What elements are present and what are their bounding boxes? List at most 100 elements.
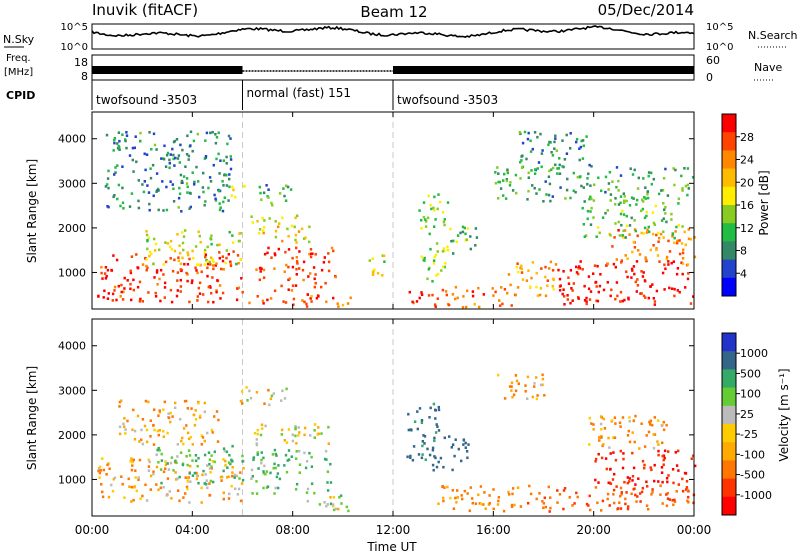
data-cell [619, 212, 623, 216]
data-cell [234, 487, 237, 491]
data-cell [326, 503, 329, 506]
data-cell [683, 230, 686, 234]
data-cell [660, 471, 664, 474]
data-cell [188, 207, 191, 210]
data-cell [153, 249, 157, 252]
data-cell [262, 231, 265, 235]
data-cell [635, 203, 638, 206]
data-cell [215, 157, 218, 161]
data-cell [169, 411, 172, 415]
data-cell [179, 290, 182, 293]
data-cell [637, 176, 640, 180]
data-cell [590, 206, 593, 210]
data-cell [456, 489, 459, 492]
data-cell [237, 487, 241, 491]
data-cell [186, 407, 189, 410]
data-cell [492, 294, 495, 297]
data-cell [465, 305, 468, 309]
data-cell [216, 440, 220, 443]
data-cell [107, 169, 110, 173]
data-cell [290, 455, 293, 458]
data-cell [169, 153, 172, 156]
data-cell [175, 461, 178, 465]
data-cell [260, 423, 264, 427]
colorbar-swatch [722, 387, 736, 407]
nave-tick-top: 60 [706, 54, 720, 67]
data-cell [494, 171, 497, 174]
data-cell [588, 494, 591, 498]
data-cell [229, 158, 233, 161]
data-cell [650, 468, 653, 472]
data-cell [219, 475, 223, 479]
data-cell [305, 460, 309, 463]
data-cell [150, 252, 153, 256]
data-cell [188, 472, 191, 475]
data-cell [221, 255, 224, 258]
data-cell [526, 375, 530, 379]
data-cell [650, 182, 653, 186]
data-cell [653, 479, 656, 483]
data-cell [334, 507, 338, 511]
data-cell [620, 493, 623, 496]
data-cell [221, 259, 225, 263]
data-cell [182, 248, 185, 252]
data-cell [622, 236, 625, 240]
data-cell [675, 272, 679, 276]
data-cell [460, 494, 463, 497]
data-cell [130, 460, 134, 464]
data-cell [162, 470, 166, 474]
data-cell [551, 269, 555, 272]
data-cell [248, 301, 251, 305]
data-cell [129, 282, 132, 286]
colorbar-swatch [722, 150, 736, 170]
data-cell [262, 302, 265, 305]
data-cell [420, 291, 423, 294]
data-cell [113, 137, 117, 140]
data-cell [409, 428, 413, 431]
data-cell [132, 170, 135, 173]
colorbar-frame [721, 332, 737, 516]
data-cell [415, 300, 419, 303]
data-cell [585, 135, 588, 138]
data-cell [607, 182, 611, 185]
data-cell [666, 497, 670, 500]
data-cell [181, 148, 184, 152]
data-cell [571, 504, 574, 507]
nsearch-tick-top: 10^5 [706, 22, 733, 33]
data-cell [443, 265, 446, 269]
data-cell [121, 298, 125, 301]
data-cell [644, 186, 647, 189]
data-cell [131, 158, 134, 162]
data-cell [565, 188, 569, 192]
data-cell [227, 461, 231, 464]
data-cell [101, 495, 105, 499]
data-cell [273, 252, 276, 255]
data-cell [270, 394, 274, 398]
data-cell [131, 464, 134, 467]
data-cell [242, 467, 245, 470]
data-cell [471, 501, 474, 505]
data-cell [640, 490, 644, 494]
data-cell [129, 269, 132, 273]
data-cell [636, 187, 640, 190]
data-cell [198, 234, 201, 238]
data-cell [174, 401, 177, 405]
data-cell [547, 143, 550, 147]
data-cell [544, 180, 547, 183]
data-cell [103, 272, 107, 275]
data-cell [197, 401, 200, 405]
data-cell [294, 238, 297, 242]
data-cell [539, 287, 543, 290]
data-cell [423, 435, 427, 438]
data-cell [298, 267, 301, 270]
data-cell [509, 283, 512, 287]
data-cell [102, 468, 105, 472]
data-cell [498, 299, 501, 302]
data-cell [195, 165, 198, 169]
data-cell [121, 165, 124, 168]
data-cell [553, 147, 556, 150]
data-cell [184, 476, 187, 479]
data-cell [670, 218, 673, 221]
data-cell [112, 477, 115, 481]
data-cell [257, 467, 260, 470]
